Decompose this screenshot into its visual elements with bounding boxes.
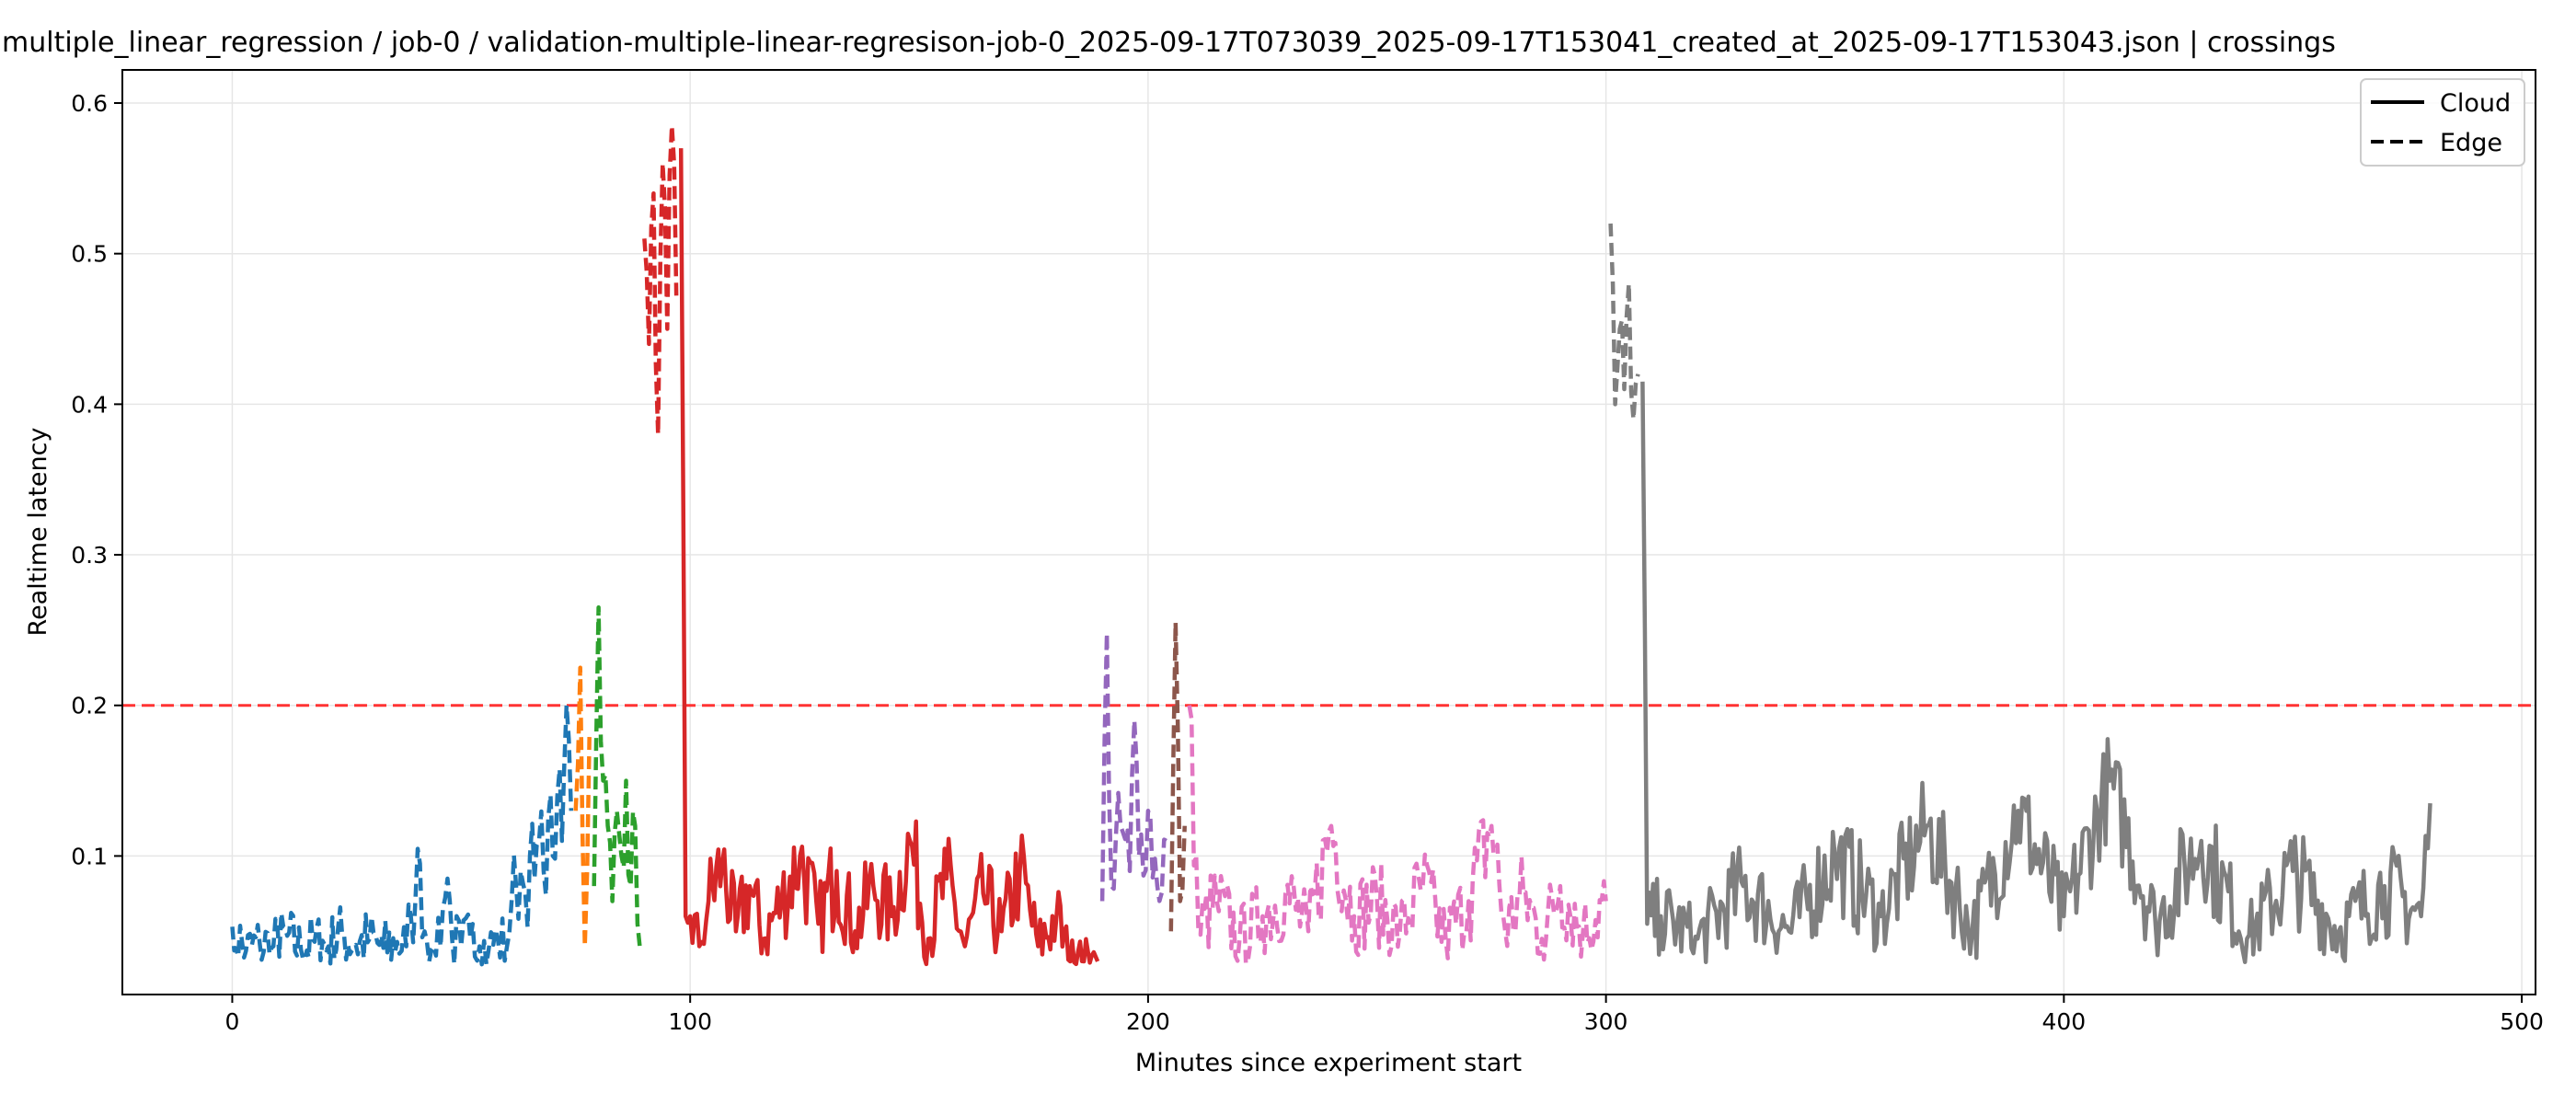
series-line-7 (1187, 705, 1608, 966)
legend-label-cloud: Cloud (2440, 89, 2511, 118)
y-tick-label: 0.4 (71, 391, 108, 418)
x-tick-label: 300 (1584, 1008, 1628, 1035)
chart-title: multiple_linear_regression / job-0 / val… (2, 27, 2336, 59)
legend-label-edge: Edge (2440, 129, 2502, 157)
series-line-4 (678, 148, 1100, 967)
x-tick-label: 0 (225, 1008, 240, 1035)
y-tick-label: 0.1 (71, 843, 108, 869)
plot-area-frame (121, 69, 2536, 995)
series-lines (230, 123, 2432, 967)
x-tick-label: 100 (668, 1008, 712, 1035)
x-tick-label: 400 (2041, 1008, 2086, 1035)
y-tick-label: 0.5 (71, 241, 108, 268)
series-line-9 (1640, 381, 2432, 964)
x-axis-label: Minutes since experiment start (1135, 1049, 1522, 1077)
series-line-6 (1168, 620, 1187, 932)
x-tick-label: 500 (2500, 1008, 2544, 1035)
series-line-2 (592, 605, 642, 947)
legend: Cloud Edge (2360, 78, 2525, 167)
y-tick-label: 0.6 (71, 90, 108, 117)
series-line-3 (642, 123, 679, 437)
grid-lines (122, 70, 2536, 995)
y-tick-label: 0.3 (71, 542, 108, 569)
y-tick-label: 0.2 (71, 693, 108, 719)
series-line-0 (230, 703, 574, 967)
x-tick-label: 200 (1126, 1008, 1170, 1035)
series-line-8 (1608, 223, 1640, 421)
axis-ticks: 0 100 200 300 400 500 0.1 0.2 0.3 0.4 0.5 0.6 (71, 90, 2544, 1035)
y-axis-label: Realtime latency (24, 427, 52, 636)
series-line-5 (1099, 630, 1167, 903)
series-line-1 (573, 665, 592, 949)
